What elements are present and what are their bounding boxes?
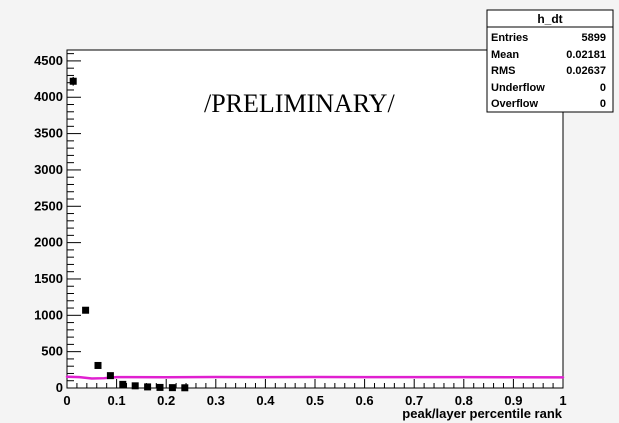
stats-label-overflow: Overflow <box>491 98 539 110</box>
x-tick-label: 0.8 <box>455 393 473 408</box>
stats-value-entries: 5899 <box>582 32 606 44</box>
y-tick-label: 1000 <box>34 307 63 322</box>
stats-label-mean: Mean <box>491 49 519 61</box>
x-tick-label: 0.3 <box>207 393 225 408</box>
stats-value-mean: 0.02181 <box>566 49 606 61</box>
x-tick-label: 0 <box>63 393 70 408</box>
y-tick-label: 2000 <box>34 235 63 250</box>
preliminary-annotation: /PRELIMINARY/ <box>204 89 395 118</box>
black-data-point <box>144 383 152 391</box>
stats-value-overflow: 0 <box>600 98 606 110</box>
x-tick-label: 1 <box>559 393 566 408</box>
y-tick-label: 4500 <box>34 53 63 68</box>
plot-frame <box>66 49 564 389</box>
x-tick-label: 0.9 <box>504 393 522 408</box>
black-series <box>69 76 189 392</box>
y-tick-label: 3500 <box>34 126 63 141</box>
stats-label-entries: Entries <box>491 32 528 44</box>
black-data-point <box>168 384 176 392</box>
black-data-point <box>94 361 102 369</box>
black-data-point <box>82 306 90 314</box>
stats-box-title: h_dt <box>537 12 562 26</box>
y-tick-label: 0 <box>56 380 63 395</box>
y-tick-label: 500 <box>41 344 63 359</box>
x-tick-label: 0.1 <box>108 393 126 408</box>
stats-box: h_dt Entries 5899 Mean 0.02181 RMS 0.026… <box>486 9 614 113</box>
axis-ticks <box>66 53 564 389</box>
magenta-series-line <box>65 375 565 380</box>
y-tick-label: 1500 <box>34 271 63 286</box>
x-tick-label: 0.2 <box>157 393 175 408</box>
y-tick-labels: 0 500 1000 1500 2000 2500 3000 3500 4000 4500 <box>34 53 63 395</box>
black-data-point <box>69 77 77 85</box>
stats-label-underflow: Underflow <box>491 82 545 94</box>
x-tick-label: 0.4 <box>256 393 275 408</box>
x-tick-label: 0.7 <box>405 393 423 408</box>
x-tick-label: 0.5 <box>306 393 324 408</box>
x-tick-labels: 0 0.1 0.2 0.3 0.4 0.5 0.6 0.7 0.8 0.9 1 <box>63 393 566 408</box>
black-data-point <box>181 384 189 392</box>
x-tick-label: 0.6 <box>356 393 374 408</box>
stats-value-underflow: 0 <box>600 82 606 94</box>
y-tick-label: 3000 <box>34 162 63 177</box>
black-data-point <box>119 380 127 388</box>
black-data-point <box>156 383 164 391</box>
y-tick-label: 2500 <box>34 198 63 213</box>
stats-label-rms: RMS <box>491 65 515 77</box>
magenta-series <box>65 375 565 380</box>
black-data-point <box>131 382 139 390</box>
y-tick-label: 4000 <box>34 89 63 104</box>
black-data-point <box>106 372 114 380</box>
x-axis-title: peak/layer percentile rank <box>402 406 562 421</box>
stats-value-rms: 0.02637 <box>566 65 606 77</box>
